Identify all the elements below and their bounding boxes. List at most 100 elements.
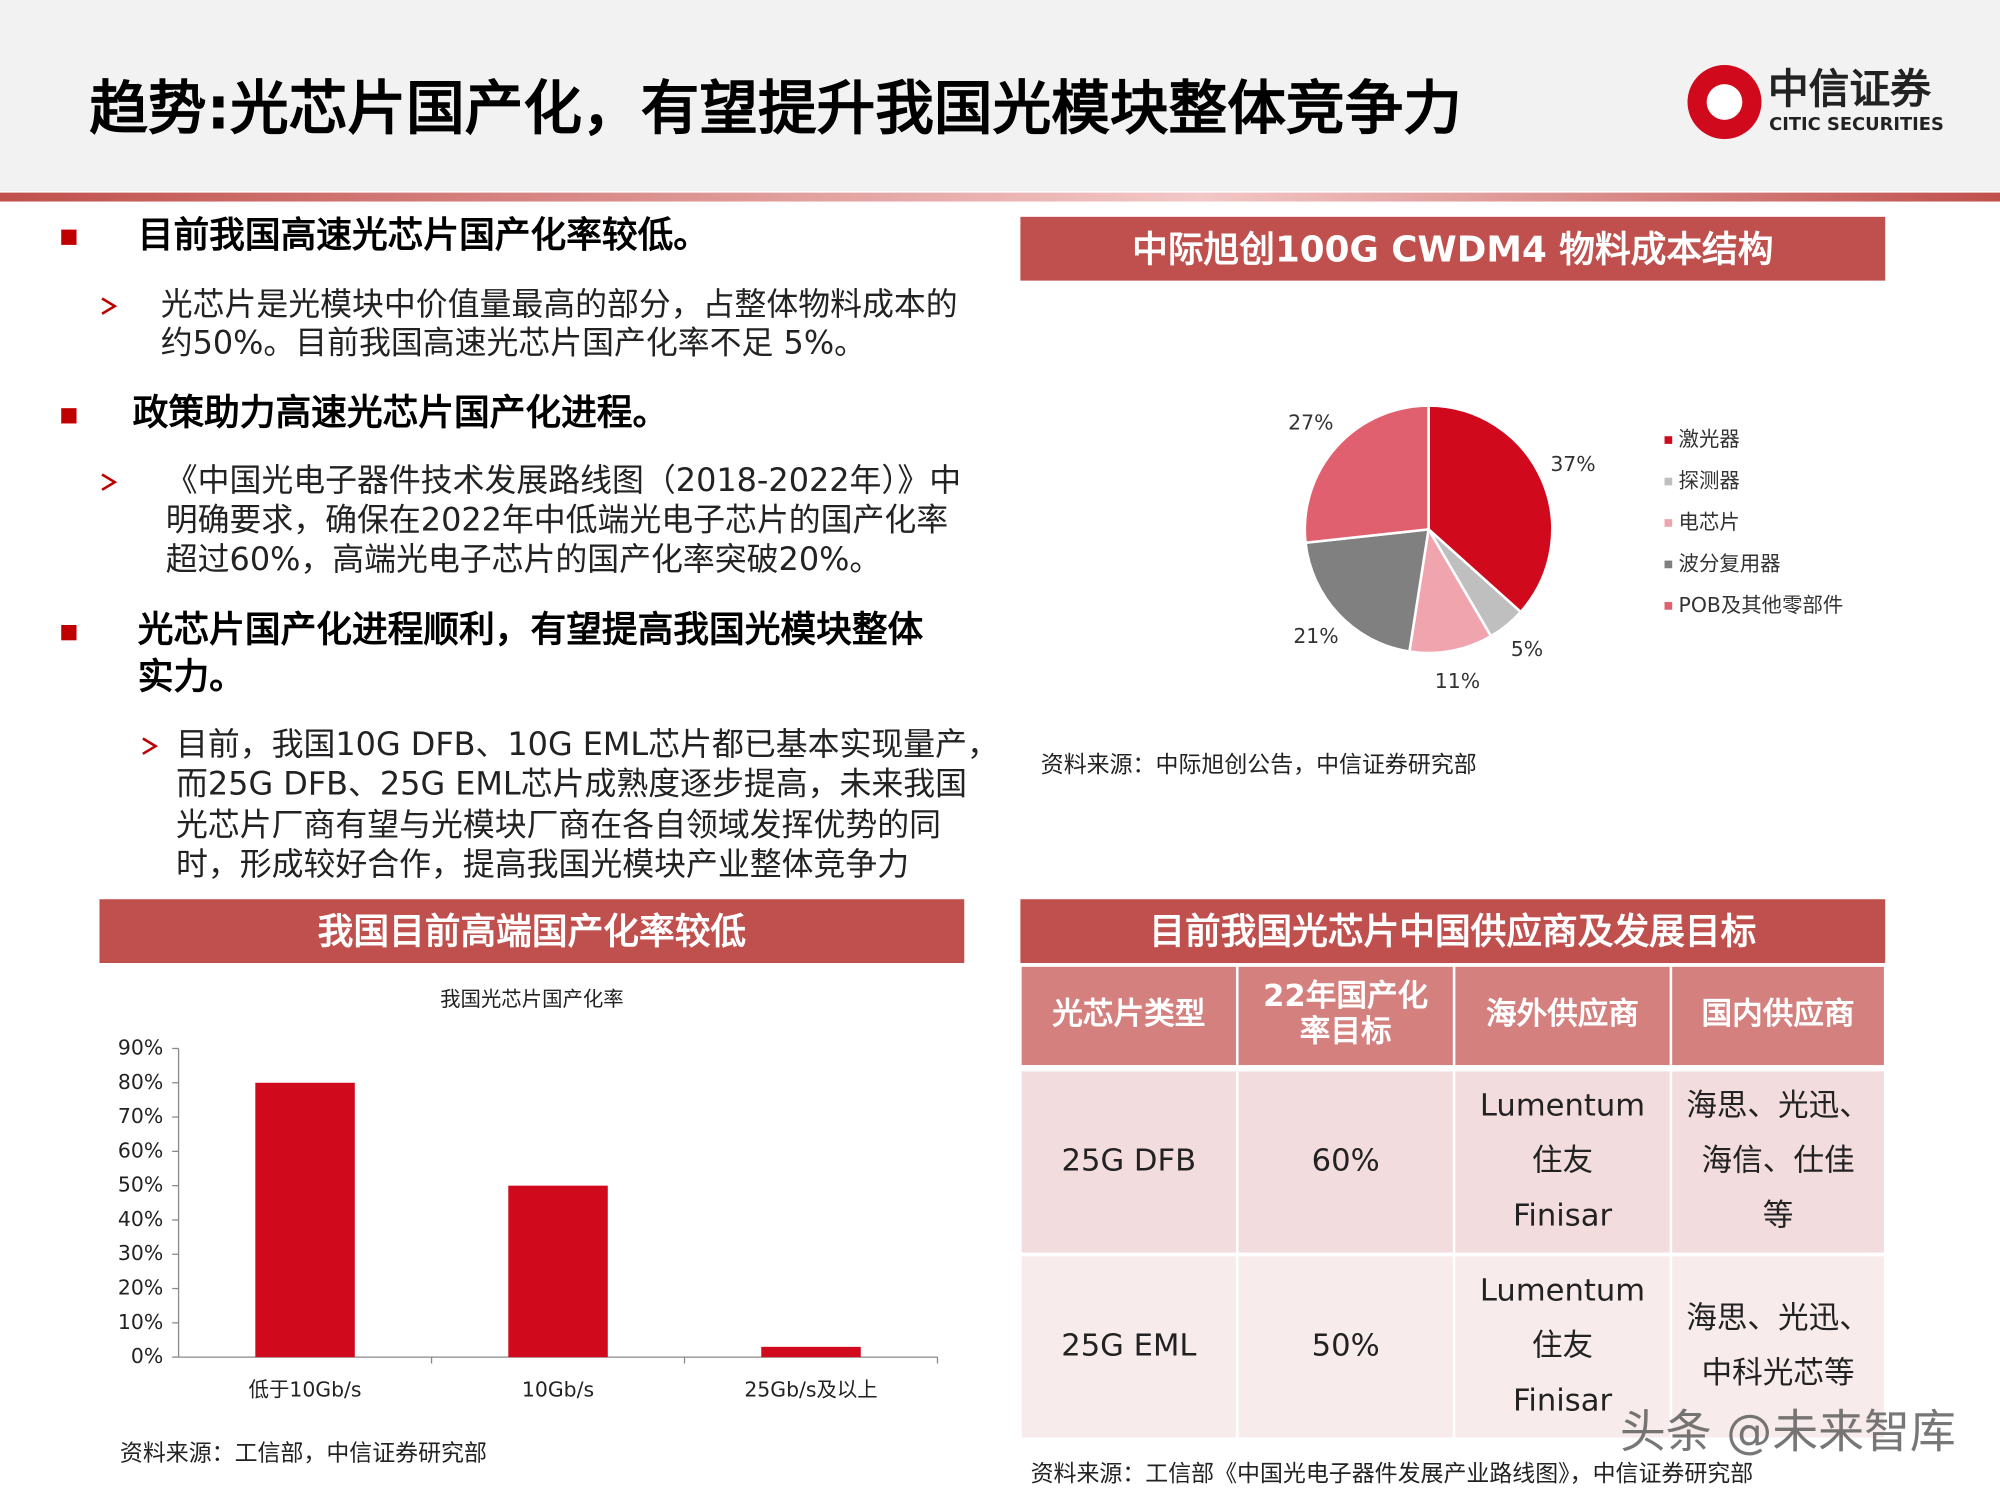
table-header-cell (1238, 966, 1453, 1066)
table-text: 住友 (1532, 1328, 1593, 1363)
bar (255, 1082, 355, 1358)
table-text: 25G EML (1061, 1328, 1196, 1363)
x-tick-label: 25Gb/s及以上 (744, 1377, 877, 1401)
table-header-text: 22年国产化 (1263, 979, 1428, 1014)
table-header-text: 光芯片类型 (1052, 997, 1205, 1032)
table-text: 等 (1763, 1198, 1794, 1233)
logo-cn: 中信证券 (1768, 65, 1932, 113)
bullet-text: 光芯片是光模块中价值量最高的部分，占整体物料成本的 (161, 285, 958, 323)
pie-slice (1303, 404, 1430, 545)
bullet-title: 政策助力高速光芯片国产化进程。 (133, 393, 669, 434)
table-cell (1455, 1071, 1670, 1253)
table-cell (1672, 1071, 1884, 1253)
legend-swatch (1664, 602, 1673, 610)
y-tick-label: 70% (118, 1104, 163, 1128)
sub-arrow (101, 297, 118, 315)
table-header-text: 国内供应商 (1702, 996, 1855, 1032)
bullet-square (61, 229, 77, 245)
legend-swatch (1664, 436, 1673, 444)
y-tick-label: 10% (118, 1310, 163, 1334)
y-tick-label: 90% (118, 1035, 163, 1059)
header-band (0, 0, 2000, 192)
table-text: 50% (1312, 1328, 1380, 1363)
y-tick-label: 60% (118, 1138, 163, 1162)
table-cell (1238, 1256, 1453, 1438)
legend-label: 探测器 (1679, 469, 1740, 493)
pie-slice (1304, 527, 1431, 654)
panel-header (1020, 216, 1886, 281)
pie-slice (1427, 404, 1554, 614)
pie-label: 11% (1435, 669, 1480, 693)
legend-swatch (1664, 477, 1673, 486)
table-text: 中科光芯等 (1702, 1356, 1855, 1391)
source: 资料来源：工信部，中信证券研究部 (120, 1441, 487, 1467)
table-cell (1672, 1256, 1884, 1438)
table-header-text: 率目标 (1300, 1015, 1392, 1050)
bullet-text: 超过60%，高端光电子芯片的国产化率突破20%。 (166, 540, 881, 578)
legend-label: 电芯片 (1679, 510, 1740, 534)
legend-swatch (1664, 519, 1673, 527)
table-header-text: 海外供应商 (1486, 996, 1639, 1032)
y-tick-label: 20% (118, 1276, 163, 1300)
bullet-square (61, 625, 77, 641)
table-text: 海思、光迅、 (1686, 1301, 1870, 1336)
y-tick-label: 30% (118, 1241, 163, 1265)
legend-label: 波分复用器 (1679, 551, 1781, 575)
table-text: Finisar (1513, 1383, 1612, 1418)
panel-header (1020, 899, 1886, 964)
table-text: 海信、仕佳 (1702, 1143, 1855, 1178)
bullet-text: 明确要求，确保在2022年中低端光电子芯片的国产化率 (166, 501, 948, 539)
pie-label: 5% (1511, 637, 1543, 661)
bar (508, 1185, 608, 1358)
logo-mark-inner (1706, 84, 1743, 120)
table-text: Lumentum (1480, 1089, 1645, 1124)
bar (761, 1346, 861, 1358)
pie-slice (1407, 525, 1493, 655)
legend-swatch (1664, 560, 1673, 569)
panel-title: 目前我国光芯片中国供应商及发展目标 (1149, 912, 1756, 953)
bullet-title: 实力。 (138, 657, 245, 698)
table-text: Lumentum (1480, 1274, 1645, 1309)
bullet-text: 光芯片厂商有望与光模块厂商在各自领域发挥优势的同 (176, 806, 941, 844)
sub-arrow (142, 737, 159, 755)
bullet-text: 《中国光电子器件技术发展路线图（2018-2022年）》中 (166, 461, 961, 499)
bullet-text: 约50%。目前我国高速光芯片国产化率不足 5%。 (161, 323, 866, 361)
y-tick-label: 40% (118, 1207, 163, 1231)
table-header-cell (1455, 966, 1670, 1066)
table-text: 住友 (1532, 1143, 1593, 1178)
bullet-text: 而25G DFB、25G EML芯片成熟度逐步提高，未来我国 (176, 765, 967, 803)
bullet-title: 光芯片国产化进程顺利，有望提高我国光模块整体 (138, 609, 924, 650)
table-text: Finisar (1513, 1198, 1612, 1233)
bullet-title: 目前我国高速光芯片国产化率较低。 (138, 215, 709, 256)
table-text: 25G DFB (1062, 1143, 1197, 1178)
source: 资料来源：工信部《中国光电子器件发展产业路线图》，中信证券研究部 (1031, 1461, 1754, 1487)
bullet-text: 时，形成较好合作，提高我国光模块产业整体竞争力 (176, 845, 909, 883)
panel-title: 中际旭创100G CWDM4 物料成本结构 (1132, 229, 1773, 270)
table-header-cell (1672, 966, 1884, 1066)
legend-label: POB及其他零部件 (1679, 593, 1844, 617)
legend-label: 激光器 (1679, 427, 1740, 451)
y-tick-label: 80% (118, 1070, 163, 1094)
bullet-square (61, 408, 77, 424)
y-tick-label: 50% (118, 1173, 163, 1197)
watermark: 头条 @未来智库 (1620, 1404, 1956, 1458)
table-cell (1455, 1256, 1670, 1438)
table-text: 60% (1312, 1143, 1380, 1178)
bullet-text: 目前，我国10G DFB、10G EML芯片都已基本实现量产， (176, 725, 999, 763)
table-cell (1238, 1071, 1453, 1253)
y-tick-label: 0% (131, 1344, 163, 1368)
logo-en: CITIC SECURITIES (1769, 114, 1944, 135)
sub-arrow (101, 473, 118, 491)
table-cell (1021, 1256, 1236, 1438)
panel-title: 我国目前高端国产化率较低 (318, 912, 747, 953)
source: 资料来源：中际旭创公告，中信证券研究部 (1041, 752, 1477, 778)
table-header-cell (1021, 966, 1236, 1066)
pie-label: 21% (1293, 624, 1338, 648)
chart-title: 我国光芯片国产化率 (440, 987, 624, 1011)
pie-label: 27% (1288, 411, 1333, 435)
panel-header (99, 899, 965, 964)
x-tick-label: 低于10Gb/s (249, 1377, 362, 1401)
table-text: 海思、光迅、 (1686, 1089, 1870, 1124)
